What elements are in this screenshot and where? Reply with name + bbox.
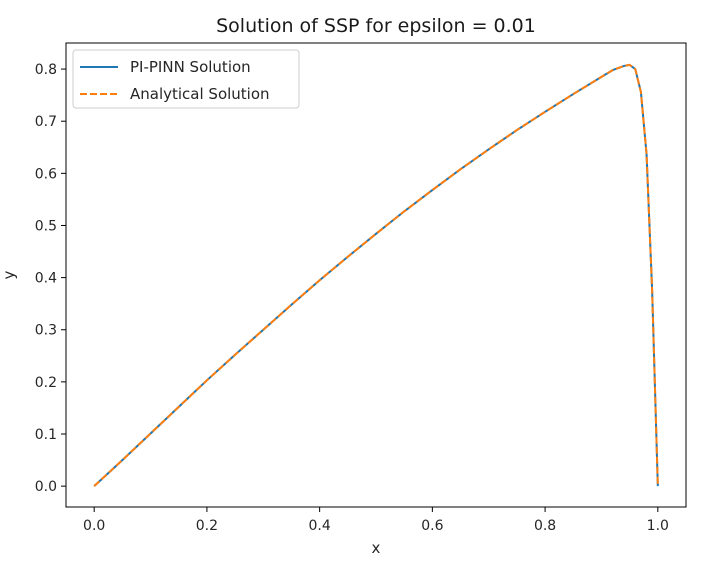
legend: PI-PINN Solution Analytical Solution — [72, 49, 300, 109]
y-tick-label: 0.7 — [35, 114, 57, 130]
y-tick-label: 0.2 — [35, 375, 57, 391]
plot-area — [66, 43, 686, 507]
y-tick-label: 0.0 — [35, 479, 57, 495]
x-tick-label: 0.0 — [83, 518, 105, 534]
legend-label: Analytical Solution — [130, 85, 270, 103]
x-tick-label: 0.8 — [534, 518, 556, 534]
x-tick-label: 0.2 — [196, 518, 218, 534]
y-axis-ticks: 0.0 0.1 0.2 0.3 0.4 0.5 0.6 0.7 0.8 — [35, 62, 66, 495]
x-tick-label: 0.6 — [421, 518, 443, 534]
x-tick-label: 1.0 — [647, 518, 669, 534]
y-tick-label: 0.4 — [35, 271, 57, 287]
chart-title: Solution of SSP for epsilon = 0.01 — [216, 15, 536, 37]
plot-frame — [65, 42, 687, 508]
legend-label: PI-PINN Solution — [130, 58, 251, 76]
y-tick-label: 0.5 — [35, 218, 57, 234]
series-line-analytical — [93, 63, 659, 487]
x-tick-label: 0.4 — [309, 518, 331, 534]
y-tick-label: 0.6 — [35, 166, 57, 182]
x-axis-ticks: 0.0 0.2 0.4 0.6 0.8 1.0 — [83, 507, 669, 534]
y-tick-label: 0.1 — [35, 427, 57, 443]
series-layer — [93, 63, 659, 487]
y-axis-label: y — [0, 270, 18, 279]
x-axis-label: x — [372, 539, 381, 557]
y-tick-label: 0.3 — [35, 323, 57, 339]
y-tick-label: 0.8 — [35, 62, 57, 78]
legend-box — [72, 49, 300, 109]
